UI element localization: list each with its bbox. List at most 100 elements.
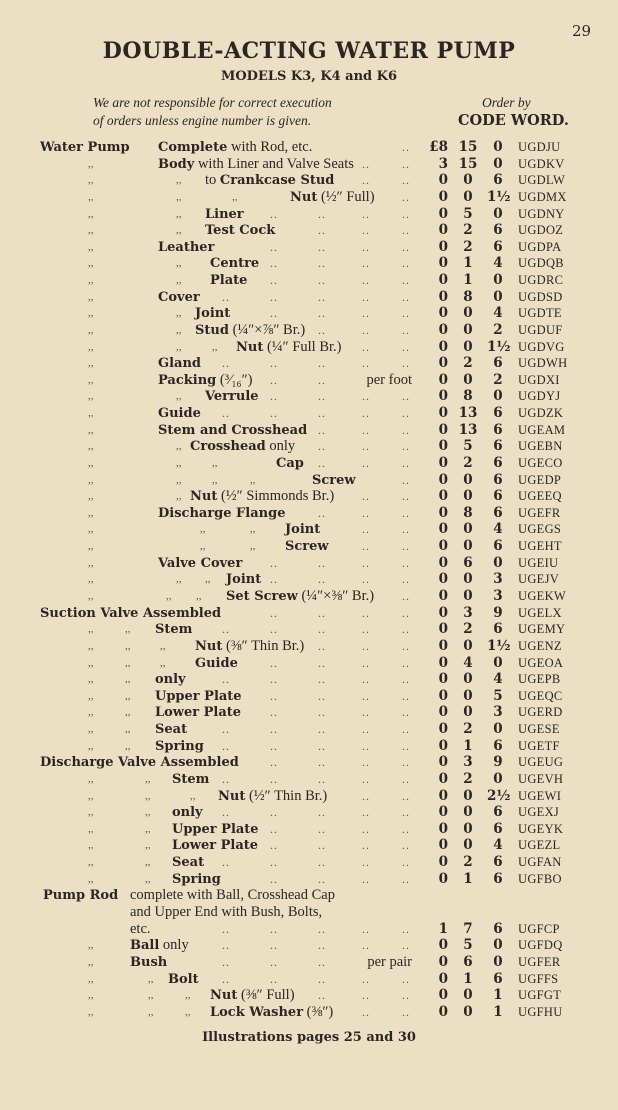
part-description: Water Pump Complete with Rod, etc. xyxy=(40,139,312,156)
code-word: UGELX xyxy=(518,605,562,620)
dot-leader: .. xyxy=(402,472,410,487)
part-description: Packing (³⁄₁₆″) xyxy=(158,372,252,389)
dot-leader: .. xyxy=(318,223,326,238)
dot-leader: .. xyxy=(402,422,410,437)
price-pounds: 0 xyxy=(438,488,448,505)
price-pence: 6 xyxy=(493,820,503,837)
dot-leader: .. xyxy=(318,389,326,404)
dot-leader: .. xyxy=(402,638,410,653)
page-number: 29 xyxy=(572,22,592,40)
table-row: ,, Bush per pair 0 6 0 UGFER...... xyxy=(0,954,618,970)
table-row: Discharge Valve Assembled 0 3 9 UGEUG.......… xyxy=(0,754,618,770)
price-pence: 6 xyxy=(493,488,503,505)
dot-leader: .. xyxy=(318,838,326,853)
ditto-mark: ,, xyxy=(88,257,94,270)
price-pounds: 0 xyxy=(438,837,448,854)
price-pence: 0 xyxy=(493,388,503,405)
unit-note: per pair xyxy=(367,953,412,970)
code-word: UGDMX xyxy=(518,189,567,204)
price-pounds: 0 xyxy=(438,172,448,189)
price-pounds: 0 xyxy=(438,371,448,388)
part-description: Screw xyxy=(312,472,356,489)
part-description: Cap xyxy=(276,455,304,472)
dot-leader: .. xyxy=(318,638,326,653)
part-name: Screw xyxy=(312,472,356,488)
part-description: Spring xyxy=(155,738,204,755)
price-pounds: 0 xyxy=(438,737,448,754)
price-pence: 3 xyxy=(493,571,503,588)
dot-leader: .. xyxy=(402,539,410,554)
dot-leader: .. xyxy=(270,622,278,637)
price-shillings: 5 xyxy=(463,205,473,222)
code-word: UGEFR xyxy=(518,505,561,520)
dot-leader: .. xyxy=(270,855,278,870)
price-pounds: 0 xyxy=(438,205,448,222)
table-row: ,,,,,, Nut (½″ Full) 0 0 1½ UGDMX.. xyxy=(0,189,618,205)
price-pounds: 0 xyxy=(438,321,448,338)
ditto-mark: ,, xyxy=(176,307,182,320)
dot-leader: .. xyxy=(362,688,370,703)
price-shillings: 0 xyxy=(463,837,473,854)
price-shillings: 15 xyxy=(458,139,478,155)
dot-leader: .. xyxy=(402,622,410,637)
table-row: Pump Rod complete with Ball, Crosshead Ca… xyxy=(0,887,618,903)
table-row: Suction Valve Assembled 0 3 9 UGELX........ xyxy=(0,605,618,621)
part-detail: only xyxy=(159,937,189,954)
dot-leader: .. xyxy=(222,771,230,786)
ditto-mark: ,, xyxy=(166,590,172,602)
price-pounds: 0 xyxy=(438,787,448,804)
part-prefix: to xyxy=(205,172,220,189)
dot-leader: .. xyxy=(402,256,410,271)
price-pence: 6 xyxy=(493,454,503,471)
dot-leader: .. xyxy=(222,855,230,870)
ditto-mark: ,, xyxy=(176,224,182,237)
price-shillings: 0 xyxy=(463,804,473,821)
table-row: ,, Gland 0 2 6 UGDWH.......... xyxy=(0,355,618,371)
code-word: UGEGS xyxy=(518,522,562,537)
part-name: Gland xyxy=(158,356,202,372)
dot-leader: .. xyxy=(402,505,410,520)
dot-leader: .. xyxy=(362,672,370,687)
dot-leader: .. xyxy=(402,389,410,404)
ditto-mark: ,, xyxy=(88,440,94,453)
part-description: Plate xyxy=(210,272,247,289)
models-subtitle: MODELS K3, K4 and K6 xyxy=(220,69,398,84)
unit-note: per foot xyxy=(366,371,413,388)
part-description: Verrule xyxy=(205,388,259,405)
code-word: UGDSD xyxy=(518,289,563,304)
ditto-mark: ,, xyxy=(88,506,94,519)
price-shillings: 0 xyxy=(463,704,473,721)
price-pence: 6 xyxy=(493,538,503,555)
dot-leader: .. xyxy=(402,1004,410,1019)
dot-leader: .. xyxy=(362,788,370,803)
dot-leader: .. xyxy=(402,555,410,570)
ditto-mark: ,, xyxy=(250,473,256,486)
dot-leader: .. xyxy=(402,289,410,304)
price-pounds: 0 xyxy=(438,355,448,372)
dot-leader: .. xyxy=(402,738,410,753)
ditto-mark: ,, xyxy=(88,357,94,370)
ditto-mark: ,, xyxy=(145,872,151,885)
code-word: UGFHU xyxy=(518,1004,563,1019)
dot-leader: .. xyxy=(318,356,326,371)
dot-leader: .. xyxy=(318,921,326,936)
code-word: UGEKW xyxy=(518,589,567,603)
table-row: ,, Packing (³⁄₁₆″) per foot 0 0 2 UGDXI.... xyxy=(0,372,618,388)
ditto-mark: ,, xyxy=(88,856,94,869)
dot-leader: .. xyxy=(270,705,278,720)
dot-leader: .. xyxy=(270,672,278,687)
ditto-mark: ,, xyxy=(125,656,131,669)
dot-leader: .. xyxy=(362,356,370,371)
part-description: Stem and Crosshead xyxy=(158,422,307,439)
ditto-mark: ,, xyxy=(176,573,182,586)
part-description: Bolt xyxy=(168,971,199,988)
price-pence: 6 xyxy=(493,405,503,422)
page-title: DOUBLE-ACTING WATER PUMP xyxy=(102,38,516,64)
ditto-mark: ,, xyxy=(88,689,94,702)
part-name: Crankcase Stud xyxy=(219,173,335,189)
price-pounds: 0 xyxy=(438,654,448,671)
ditto-mark: ,, xyxy=(145,856,151,869)
price-pounds: 0 xyxy=(438,754,448,771)
dot-leader: .. xyxy=(362,622,370,637)
dot-leader: .. xyxy=(318,605,326,620)
